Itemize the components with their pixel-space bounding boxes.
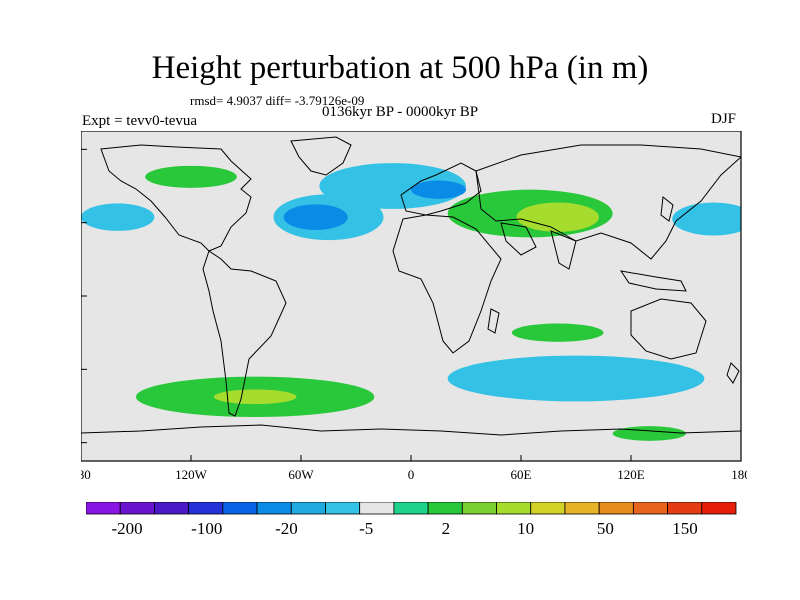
lon-tick-label: 120W (175, 467, 208, 481)
field-blob-4 (81, 203, 155, 231)
colorbar-box (701, 502, 737, 515)
colorbar-box (119, 502, 155, 515)
colorbar-label: 50 (597, 519, 614, 538)
colorbar: -200 -100 -20 -5 2 10 50 150 (86, 502, 737, 538)
colorbar-box (359, 502, 395, 515)
colorbar-box (393, 502, 429, 515)
colorbar-label: -20 (275, 519, 298, 538)
colorbar-box (427, 502, 463, 515)
colorbar-boxes (86, 502, 737, 515)
colorbar-box (496, 502, 532, 515)
colorbar-box (256, 502, 292, 515)
field-blob-3 (283, 204, 348, 230)
season-label: DJF (711, 111, 737, 127)
lon-tick-label: 180 (81, 467, 91, 481)
colorbar-box (530, 502, 566, 515)
map-panel: 80N40N040S80S 180 120W 60W 0 60E 120E 180 (81, 131, 747, 481)
latitude-axis: 80N40N040S80S (81, 148, 87, 444)
colorbar-box (598, 502, 634, 515)
period-line: 0136kyr BP - 0000kyr BP (322, 104, 479, 120)
field-blob-8 (145, 165, 237, 188)
colorbar-label: -5 (359, 519, 373, 538)
colorbar-box (632, 502, 668, 515)
field-blob-12 (511, 323, 604, 342)
colorbar-box (290, 502, 326, 515)
colorbar-label: 150 (672, 519, 698, 538)
field-blob-1 (411, 180, 466, 199)
colorbar-box (188, 502, 224, 515)
longitude-axis: 180 120W 60W 0 60E 120E 180 (81, 455, 747, 481)
chart-title: Height perturbation at 500 hPa (in m) (151, 50, 649, 86)
field-blob-10 (213, 389, 297, 405)
stats-line: rmsd= 4.9037 diff= -3.79126e-09 (190, 93, 365, 108)
colorbar-labels: -200 -100 -20 -5 2 10 50 150 (111, 519, 697, 538)
colorbar-box (86, 502, 121, 515)
lon-tick-label: 180 (731, 467, 747, 481)
colorbar-box (154, 502, 190, 515)
lon-tick-label: 60W (288, 467, 314, 481)
colorbar-label: 2 (442, 519, 451, 538)
colorbar-box (667, 502, 703, 515)
colorbar-label: -200 (111, 519, 142, 538)
lon-tick-label: 60E (511, 467, 532, 481)
experiment-label: Expt = tevv0-tevua (82, 113, 198, 129)
field-blob-7 (516, 202, 599, 232)
field-blob-13 (612, 426, 686, 441)
colorbar-box (222, 502, 258, 515)
colorbar-box (564, 502, 600, 515)
lon-tick-label: 0 (408, 467, 415, 481)
lon-tick-label: 120E (617, 467, 645, 481)
field-band-11 (447, 355, 705, 402)
coastlines (81, 136, 741, 436)
colorbar-box (461, 502, 497, 515)
colorbar-label: -100 (191, 519, 222, 538)
colorbar-label: 10 (517, 519, 534, 538)
colorbar-box (325, 502, 361, 515)
